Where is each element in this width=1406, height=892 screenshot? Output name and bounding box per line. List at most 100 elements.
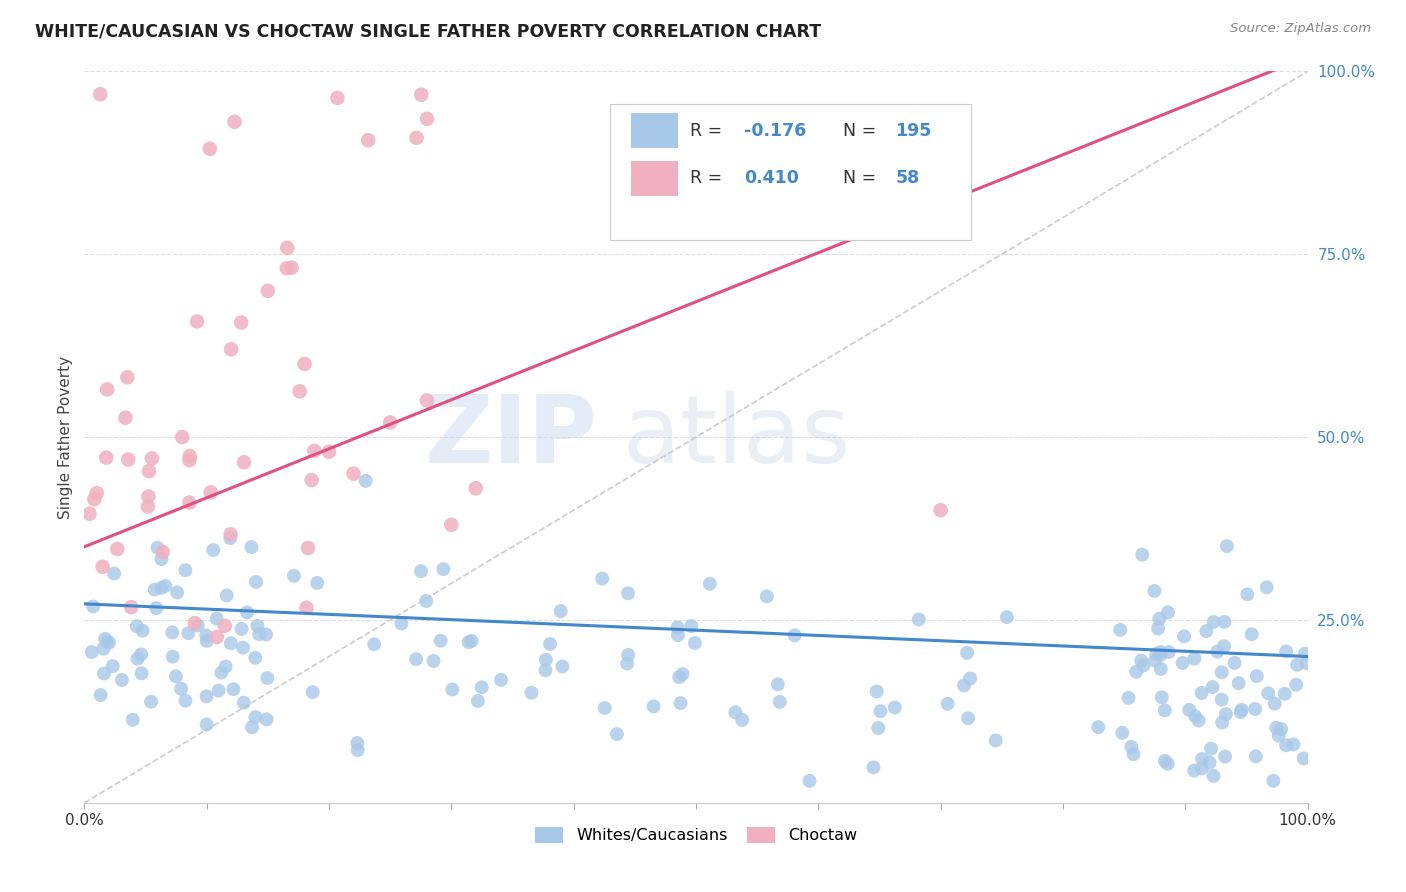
- Point: [195, 717, 218, 731]
- Point: [953, 678, 976, 692]
- Point: [411, 87, 433, 102]
- Point: [783, 628, 806, 642]
- Point: [240, 540, 263, 554]
- Point: [179, 449, 201, 463]
- Point: [415, 594, 437, 608]
- Point: [363, 637, 385, 651]
- Point: [152, 545, 174, 559]
- Point: [1270, 722, 1292, 736]
- Point: [936, 697, 959, 711]
- Point: [146, 541, 169, 555]
- Point: [1144, 647, 1167, 661]
- Point: [177, 626, 200, 640]
- Point: [93, 666, 115, 681]
- Point: [666, 620, 689, 634]
- Text: 0.410: 0.410: [744, 169, 799, 187]
- Point: [551, 659, 574, 673]
- Point: [520, 686, 543, 700]
- Point: [422, 654, 444, 668]
- Point: [288, 384, 311, 399]
- Point: [1216, 539, 1239, 553]
- Point: [1211, 665, 1233, 680]
- Point: [145, 601, 167, 615]
- Point: [224, 115, 246, 129]
- Point: [866, 684, 889, 698]
- Point: [1295, 656, 1317, 670]
- Point: [1215, 707, 1237, 722]
- Point: [232, 640, 254, 655]
- Point: [908, 612, 931, 626]
- Point: [276, 261, 298, 276]
- Point: [179, 453, 201, 467]
- Point: [160, 625, 183, 640]
- Point: [246, 619, 269, 633]
- Point: [538, 637, 561, 651]
- Point: [1275, 644, 1298, 658]
- Point: [1285, 678, 1308, 692]
- Point: [1191, 686, 1213, 700]
- Y-axis label: Single Father Poverty: Single Father Poverty: [58, 356, 73, 518]
- Point: [699, 576, 721, 591]
- Point: [174, 563, 197, 577]
- Point: [187, 618, 209, 632]
- Point: [195, 634, 218, 648]
- Point: [205, 630, 228, 644]
- Point: [301, 685, 323, 699]
- Point: [1150, 690, 1173, 705]
- Point: [143, 582, 166, 597]
- Text: R =: R =: [690, 121, 727, 140]
- FancyBboxPatch shape: [631, 113, 678, 148]
- Point: [276, 241, 298, 255]
- Point: [1264, 697, 1286, 711]
- Point: [256, 671, 278, 685]
- Text: N =: N =: [842, 121, 882, 140]
- Point: [247, 627, 270, 641]
- Point: [1282, 737, 1305, 751]
- Point: [117, 370, 139, 384]
- Point: [232, 696, 254, 710]
- Point: [755, 590, 778, 604]
- Point: [219, 527, 242, 541]
- Point: [93, 641, 115, 656]
- Point: [409, 564, 432, 578]
- Point: [155, 579, 177, 593]
- Point: [139, 695, 162, 709]
- Point: [236, 606, 259, 620]
- Point: [257, 284, 280, 298]
- Point: [186, 314, 208, 328]
- Point: [326, 91, 349, 105]
- Point: [591, 572, 613, 586]
- Point: [346, 743, 368, 757]
- Point: [131, 666, 153, 681]
- Point: [205, 612, 228, 626]
- Point: [111, 673, 134, 687]
- FancyBboxPatch shape: [610, 104, 972, 240]
- Legend: Whites/Caucasians, Choctaw: Whites/Caucasians, Choctaw: [529, 821, 863, 850]
- Point: [245, 650, 267, 665]
- Point: [208, 683, 231, 698]
- Point: [342, 467, 364, 481]
- Text: -0.176: -0.176: [744, 121, 806, 140]
- Point: [214, 619, 236, 633]
- Point: [91, 559, 114, 574]
- Point: [1246, 669, 1268, 683]
- Point: [96, 450, 118, 465]
- Point: [1202, 615, 1225, 629]
- Point: [956, 646, 979, 660]
- Point: [995, 610, 1018, 624]
- Point: [1178, 703, 1201, 717]
- Point: [295, 600, 318, 615]
- Point: [1182, 764, 1205, 778]
- Point: [606, 727, 628, 741]
- Point: [138, 490, 160, 504]
- Point: [83, 492, 105, 507]
- Point: [304, 443, 326, 458]
- Point: [80, 645, 103, 659]
- Point: [297, 541, 319, 555]
- Point: [1223, 656, 1246, 670]
- Point: [1213, 749, 1236, 764]
- Point: [1121, 739, 1143, 754]
- Point: [200, 485, 222, 500]
- Point: [1195, 624, 1218, 639]
- Point: [141, 451, 163, 466]
